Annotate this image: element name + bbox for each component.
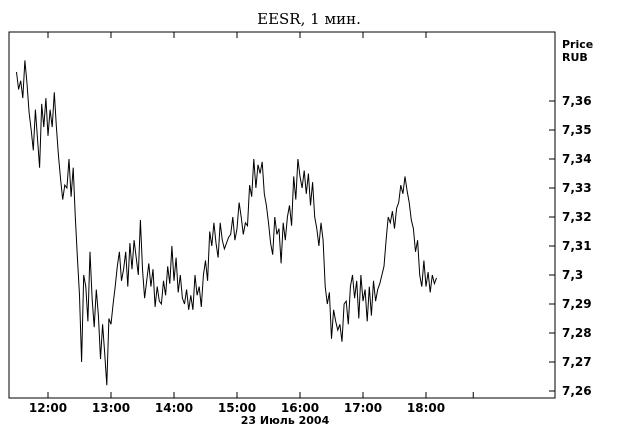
x-tick-label: 14:00 [155, 401, 193, 415]
y-axis: 7,36 7,35 7,34 7,33 7,32 7,31 7,3 7,29 7,28 7,27 7… [549, 94, 592, 398]
y-axis-label-price: Price [562, 38, 593, 51]
y-tick-label: 7,29 [562, 297, 592, 311]
x-axis-date-label: 23 Июль 2004 [241, 414, 330, 425]
x-tick-label: 18:00 [407, 401, 445, 415]
x-tick-label: 12:00 [29, 401, 67, 415]
y-tick-label: 7,34 [562, 152, 592, 166]
y-tick-label: 7,36 [562, 94, 592, 108]
x-tick-label: 16:00 [281, 401, 319, 415]
y-tick-label: 7,33 [562, 181, 592, 195]
y-tick-label: 7,3 [562, 268, 583, 282]
plot-frame [8, 31, 556, 399]
y-tick-label: 7,26 [562, 384, 592, 398]
y-tick-label: 7,28 [562, 326, 592, 340]
chart-title: EESR, 1 мин. [257, 10, 361, 28]
x-tick-label: 15:00 [218, 401, 256, 415]
x-tick-label: 13:00 [92, 401, 130, 415]
x-tick-label: 17:00 [344, 401, 382, 415]
y-axis-label-currency: RUB [562, 51, 588, 64]
y-tick-label: 7,35 [562, 123, 592, 137]
y-tick-label: 7,31 [562, 239, 592, 253]
y-tick-label: 7,27 [562, 355, 592, 369]
x-axis: 12:00 13:00 14:00 15:00 16:00 17:00 18:00 [29, 32, 474, 415]
series-line-eesr [16, 60, 437, 386]
y-tick-label: 7,32 [562, 210, 592, 224]
